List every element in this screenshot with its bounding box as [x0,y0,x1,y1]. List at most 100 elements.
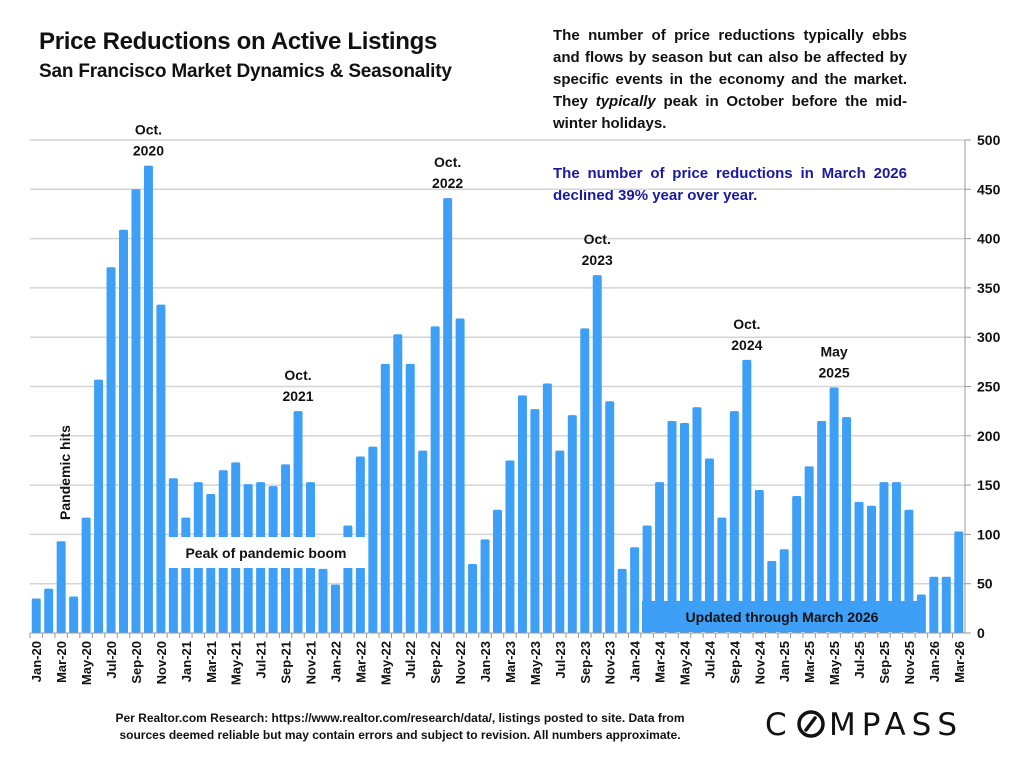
bar-Dec-23 [617,568,627,633]
bar-May-24 [680,422,689,633]
bar-Dec-21 [318,568,328,633]
compass-logo: C MPASS [765,706,1005,750]
annotation-line2: 2023 [582,252,613,268]
bar-Apr-23 [517,395,527,633]
compass-logo-icon: C MPASS [765,707,957,743]
source-footnote: Per Realtor.com Research: https://www.re… [60,710,740,744]
y-tick-label: 100 [977,526,1001,542]
x-tick-label: Jan-24 [628,640,643,682]
bar-Sep-20 [131,189,141,634]
bar-Jan-22 [330,584,340,633]
bar-Oct-21 [293,411,303,633]
bar-Jul-25 [854,501,864,633]
x-tick-label: Jul-23 [553,641,568,679]
x-tick-label: Sep-25 [877,641,892,684]
x-tick-label: Sep-20 [129,641,144,684]
x-tick-label: Jan-21 [179,641,194,682]
bar-Nov-20 [156,304,166,633]
bar-Jan-23 [480,539,490,633]
x-tick-label: Mar-21 [204,641,219,683]
y-tick-label: 450 [977,181,1001,197]
highlight-note: The number of price reductions in March … [553,165,907,204]
bar-Jun-20 [94,379,104,633]
bar-Dec-22 [468,563,478,633]
bar-Jul-20 [106,267,116,633]
bar-Nov-22 [455,318,465,633]
pandemic-hits-label: Pandemic hits [57,425,73,520]
chart-title: Price Reductions on Active Listings [39,28,438,55]
bar-May-20 [81,517,91,633]
bar-Jun-24 [692,407,702,633]
chart-subtitle: San Francisco Market Dynamics & Seasonal… [39,61,452,82]
x-tick-label: May-25 [827,641,842,685]
bar-Apr-24 [667,421,677,633]
annotation-line2: 2025 [819,364,850,380]
bar-Oct-24 [742,359,752,633]
annotation-line1: May [820,343,847,359]
x-tick-label: Nov-25 [902,641,917,684]
y-tick-label: 400 [977,231,1001,247]
x-tick-label: Mar-22 [353,641,368,683]
bar-Sep-24 [729,411,739,633]
bar-Jul-23 [555,450,565,633]
x-tick-label: Mar-20 [54,641,69,683]
logo-text: C [765,707,793,742]
bar-Oct-20 [143,165,153,634]
bar-Aug-20 [119,229,128,633]
y-tick-label: 0 [977,625,985,641]
bar-Apr-20 [69,596,79,633]
bar-Jun-25 [842,417,852,633]
bar-Feb-26 [941,576,951,633]
note-text-pre: The number of price reductions typically… [553,27,907,110]
bar-Mar-24 [655,482,665,633]
annotation-line1: Oct. [135,122,162,138]
y-tick-label: 250 [977,379,1001,395]
x-tick-label: Nov-21 [304,641,319,684]
bar-May-23 [530,409,540,633]
axes: 0 50 100 150 200 250 300 350 400 450 500 Jan-20 Mar-… [29,132,1000,685]
x-tick-label: Mar-26 [952,641,967,683]
y-tick-label: 50 [977,576,993,592]
logo-o-needle [804,716,817,732]
peak-pandemic-boom-callout: Peak of pandemic boom [166,537,366,568]
y-tick-label: 150 [977,477,1001,493]
y-tick-label: 500 [977,132,1001,148]
x-tick-label: May-21 [229,641,244,685]
x-tick-label: Sep-21 [279,641,294,684]
bar-Feb-23 [493,509,502,633]
annotations: Oct. 2020 Oct. 2021 Oct. 2022 Oct. 2023 Oct. 2024… [57,122,850,520]
bar-Oct-25 [891,482,901,633]
x-tick-label: Jan-20 [29,641,44,682]
bar-Jan-26 [929,576,939,633]
x-tick-label: Nov-22 [453,641,468,684]
note-text-italic: typically [595,93,656,110]
description-note: The number of price reductions typically… [553,25,907,135]
bar-Mar-20 [56,541,66,633]
bar-Sep-23 [580,328,590,633]
updated-through-callout: Updated through March 2026 [642,601,922,632]
annotation-line2: 2024 [731,337,762,353]
bar-Oct-23 [592,275,602,633]
bar-Jul-24 [704,458,714,633]
bar-Sep-25 [879,482,889,633]
y-tick-label: 350 [977,280,1001,296]
bar-Jan-24 [630,547,640,633]
bar-Feb-20 [44,588,54,633]
x-tick-label: Mar-25 [802,641,817,683]
x-tick-label: Jan-25 [777,641,792,682]
annotation-line1: Oct. [284,367,311,383]
x-tick-label: May-22 [378,641,393,685]
x-tick-label: Jul-21 [254,641,269,679]
bar-Aug-23 [567,415,577,633]
bar-Oct-22 [443,198,453,633]
bar-Nov-24 [754,490,764,633]
bar-Nov-23 [605,401,615,633]
x-tick-label: Jul-20 [104,641,119,679]
bar-Jul-22 [405,363,415,633]
y-tick-label: 300 [977,329,1001,345]
x-tick-label: Mar-23 [503,641,518,683]
bar-Feb-25 [792,495,802,633]
bar-Sep-22 [430,326,440,633]
bar-Jun-23 [542,383,552,633]
x-tick-label: Jul-22 [403,641,418,679]
